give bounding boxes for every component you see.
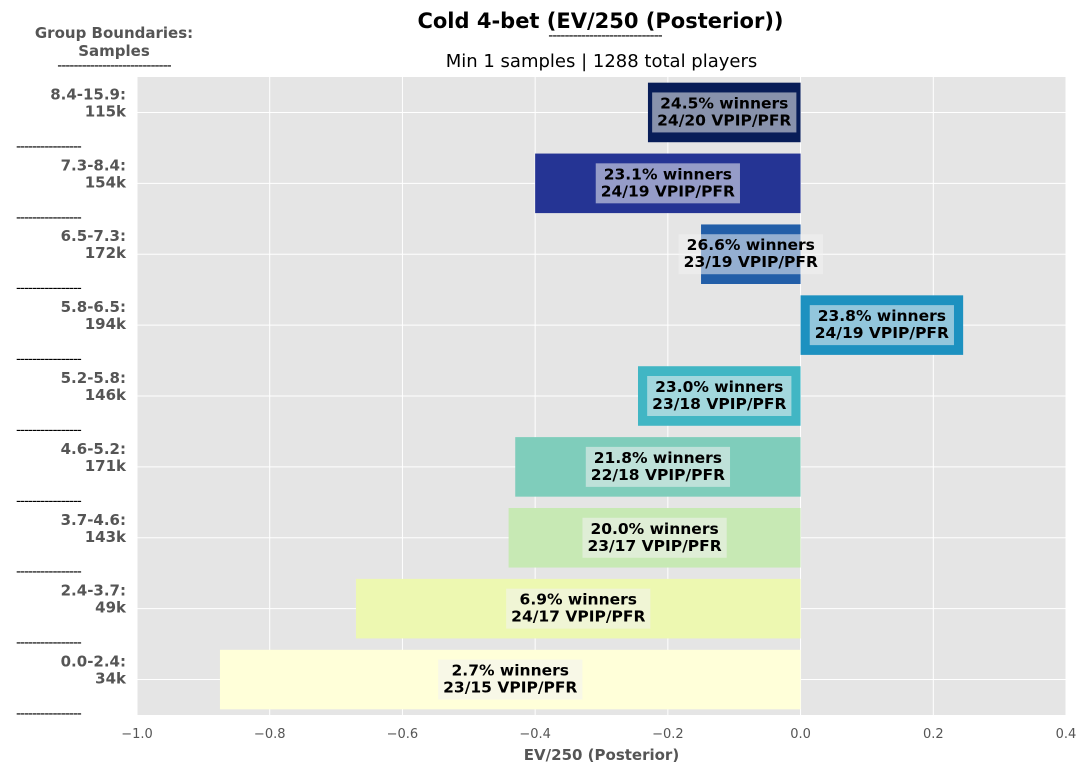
- vpip-pfr-label: 23/15 VPIP/PFR: [443, 679, 577, 697]
- group-samples-label: 34k: [95, 670, 127, 688]
- annotation-box: [809, 305, 954, 346]
- annotation-box: [595, 163, 740, 204]
- group-range-label: 0.0-2.4:: [61, 653, 126, 671]
- group-range-label: 7.3-8.4:: [61, 156, 126, 174]
- x-tick-label: −0.8: [254, 727, 286, 742]
- vpip-pfr-label: 22/18 VPIP/PFR: [591, 466, 725, 484]
- winners-label: 20.0% winners: [590, 520, 718, 538]
- x-tick-label: −0.4: [519, 727, 551, 742]
- winners-label: 24.5% winners: [660, 94, 788, 112]
- group-separator: ----------------: [16, 281, 82, 297]
- group-samples-label: 115k: [85, 102, 127, 120]
- vpip-pfr-label: 23/17 VPIP/PFR: [587, 537, 721, 555]
- vpip-pfr-label: 23/19 VPIP/PFR: [684, 253, 818, 271]
- annotation-box: [506, 588, 651, 629]
- title-underline: ----------------------------: [548, 28, 662, 44]
- winners-label: 6.9% winners: [520, 591, 637, 609]
- group-range-label: 5.2-5.8:: [61, 369, 126, 387]
- chart-subtitle: Min 1 samples | 1288 total players: [445, 51, 758, 72]
- group-separator: ----------------: [16, 706, 82, 722]
- group-boundaries-header: Group Boundaries: Samples: [12, 24, 216, 60]
- group-range-label: 3.7-4.6:: [61, 511, 126, 529]
- group-samples-label: 171k: [85, 457, 127, 475]
- group-range-label: 4.6-5.2:: [61, 440, 126, 458]
- vpip-pfr-label: 24/19 VPIP/PFR: [601, 182, 735, 200]
- group-separator: ----------------: [16, 564, 82, 580]
- group-range-label: 6.5-7.3:: [61, 227, 126, 245]
- annotation-box: [438, 659, 583, 700]
- x-axis-label: EV/250 (Posterior): [524, 746, 679, 764]
- annotation-box: [582, 517, 727, 558]
- x-tick-label: −1.0: [121, 727, 153, 742]
- winners-label: 2.7% winners: [452, 662, 569, 680]
- annotation-box: [647, 376, 792, 416]
- group-samples-label: 154k: [85, 173, 127, 191]
- vpip-pfr-label: 24/17 VPIP/PFR: [511, 608, 645, 626]
- vpip-pfr-label: 23/18 VPIP/PFR: [652, 395, 786, 413]
- samples-title: Samples: [78, 42, 150, 60]
- chart-title: Cold 4-bet (EV/250 (Posterior)): [417, 9, 784, 33]
- group-separator: ----------------: [16, 422, 82, 438]
- winners-label: 21.8% winners: [594, 449, 722, 467]
- winners-label: 23.1% winners: [604, 165, 732, 183]
- group-samples-label: 146k: [85, 386, 127, 404]
- group-boundaries-title: Group Boundaries:: [34, 24, 194, 42]
- winners-label: 23.0% winners: [655, 378, 783, 396]
- group-separator: ----------------: [16, 635, 82, 651]
- group-samples-label: 172k: [85, 244, 127, 262]
- group-range-label: 8.4-15.9:: [50, 85, 126, 103]
- x-tick-label: −0.6: [387, 727, 419, 742]
- group-samples-label: 194k: [85, 315, 127, 333]
- group-samples-label: 49k: [95, 599, 127, 617]
- group-separator: ----------------: [16, 139, 82, 155]
- x-tick-label: 0.0: [790, 727, 811, 742]
- x-tick-label: −0.2: [652, 727, 684, 742]
- annotation-box: [652, 92, 797, 133]
- x-tick-label: 0.2: [923, 727, 944, 742]
- group-range-label: 5.8-6.5:: [61, 298, 126, 316]
- x-tick-label: 0.4: [1056, 727, 1077, 742]
- group-boundaries-underline: ----------------------------: [57, 58, 171, 74]
- group-samples-label: 143k: [85, 528, 127, 546]
- vpip-pfr-label: 24/20 VPIP/PFR: [657, 111, 791, 129]
- vpip-pfr-label: 24/19 VPIP/PFR: [815, 324, 949, 342]
- group-separator: ----------------: [16, 352, 82, 368]
- annotation-box: [678, 234, 823, 275]
- winners-label: 26.6% winners: [687, 236, 815, 254]
- annotation-box: [585, 446, 731, 487]
- winners-label: 23.8% winners: [818, 307, 946, 325]
- group-range-label: 2.4-3.7:: [61, 582, 126, 600]
- group-separator: ----------------: [16, 493, 82, 509]
- group-separator: ----------------: [16, 210, 82, 226]
